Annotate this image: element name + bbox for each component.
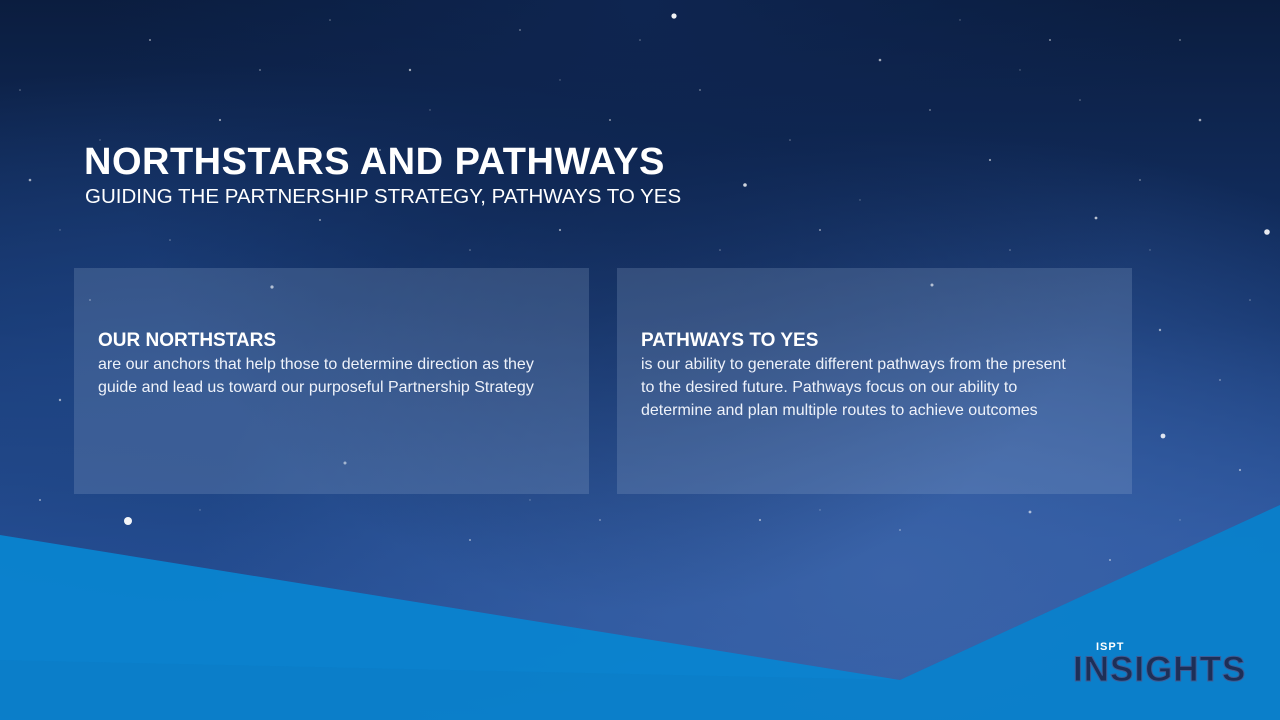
northstars-description: are our anchors that help those to deter… xyxy=(98,356,534,396)
logo-small-text: ISPT xyxy=(1096,641,1125,653)
pathways-panel: PATHWAYS TO YES is our ability to genera… xyxy=(617,268,1132,494)
ispt-insights-logo: ISPT INSIGHTS xyxy=(1072,641,1247,691)
logo-big-text: INSIGHTS xyxy=(1072,650,1247,689)
northstars-panel: OUR NORTHSTARS are our anchors that help… xyxy=(74,268,589,494)
pathways-heading: PATHWAYS TO YES xyxy=(641,330,819,351)
pathways-description: is our ability to generate different pat… xyxy=(641,356,1066,419)
northstars-heading: OUR NORTHSTARS xyxy=(98,330,277,351)
slide-title: NORTHSTARS AND PATHWAYS xyxy=(84,141,665,183)
slide-subtitle: GUIDING THE PARTNERSHIP STRATEGY, PATHWA… xyxy=(85,185,682,208)
